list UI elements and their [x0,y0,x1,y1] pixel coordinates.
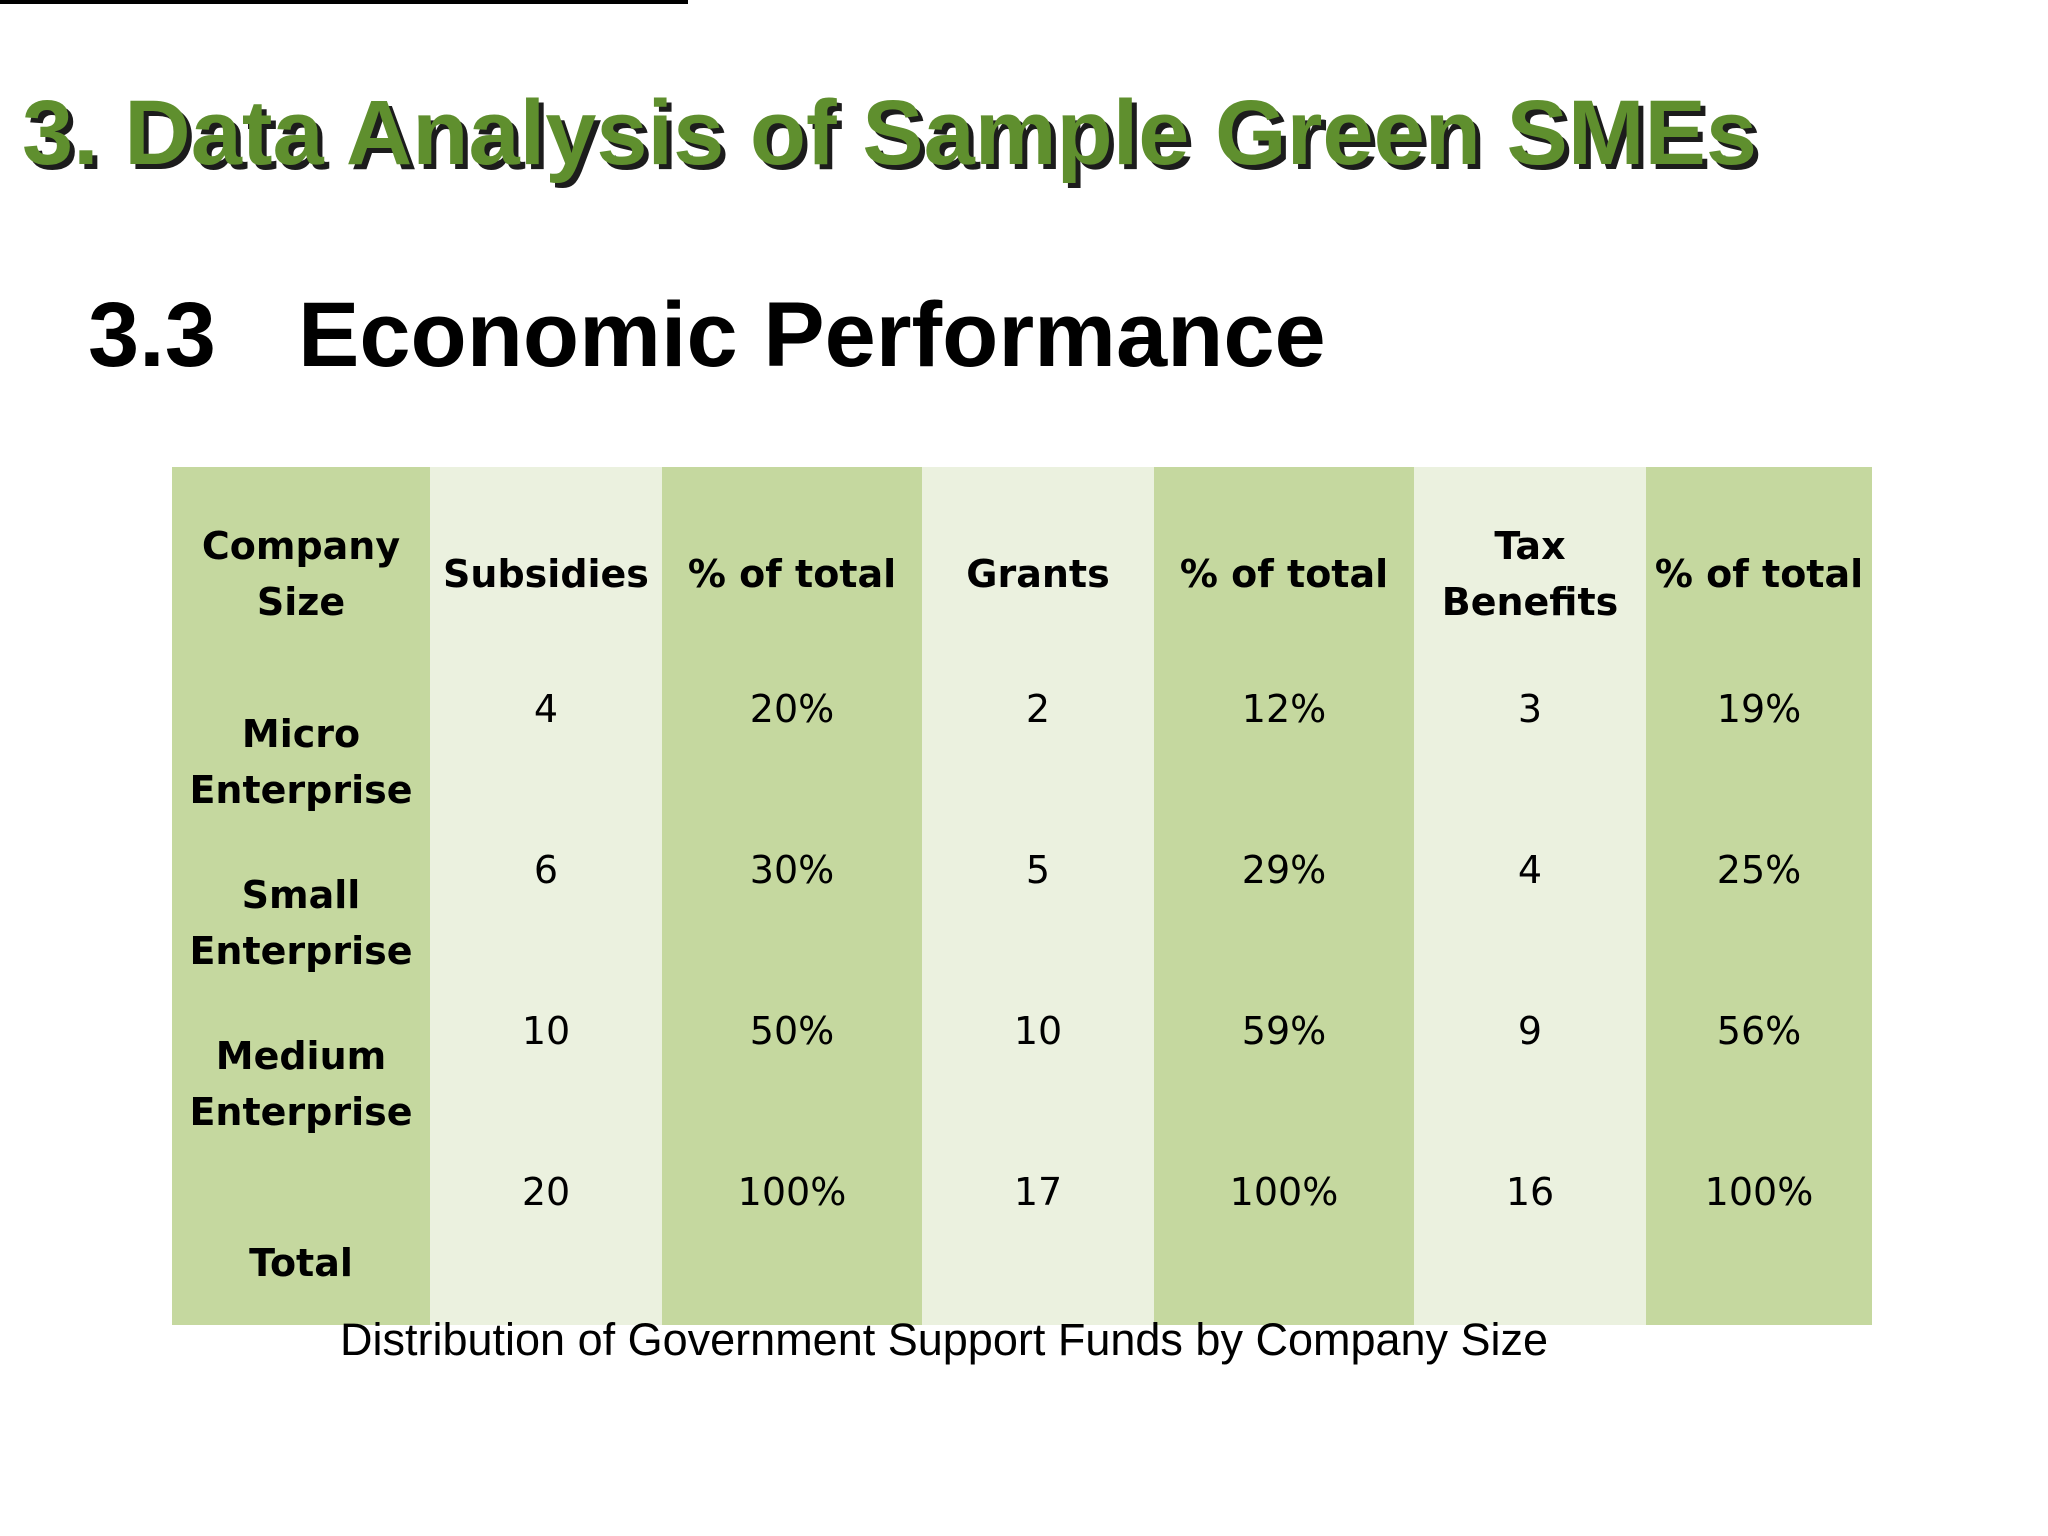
header-grants: Grants [966,552,1110,596]
cell-grants-percent: 100% [1229,1170,1339,1214]
cell-tax-benefits: 4 [1517,848,1543,892]
cell-tax-benefits: 16 [1505,1170,1555,1214]
section-heading: 3.3 Economic Performance [88,280,1326,390]
cell-tax-benefits: 9 [1517,1009,1543,1053]
cell-subsidies-percent: 100% [737,1170,847,1214]
row-label: Medium Enterprise [189,1033,413,1134]
cell-grants-percent: 12% [1241,687,1327,731]
slide-title: 3. Data Analysis of Sample Green SMEs [22,82,1758,184]
row-label: Micro Enterprise [189,711,413,812]
table-row-total: Total 20 100% 17 100% 16 100% [172,1164,1872,1325]
header-subsidies: Subsidies [443,552,649,596]
header-subsidies-percent: % of total [687,552,897,596]
cell-grants-percent: 59% [1241,1009,1327,1053]
row-label: Total [249,1240,353,1285]
cell-grants: 5 [1025,848,1051,892]
cell-tax-benefits-percent: 56% [1716,1009,1802,1053]
cell-tax-benefits-percent: 100% [1704,1170,1814,1214]
cell-subsidies-percent: 20% [749,687,835,731]
section-number: 3.3 [88,284,216,386]
header-grants-percent: % of total [1179,552,1389,596]
support-funds-table: Company Size Subsidies % of total Grants… [172,467,1872,1325]
header-tax-benefits-percent: % of total [1654,552,1864,596]
cell-subsidies-percent: 30% [749,848,835,892]
cell-grants-percent: 29% [1241,848,1327,892]
table-row-micro: Micro Enterprise 4 20% 2 12% 3 19% [172,681,1872,842]
cell-grants: 2 [1025,687,1051,731]
header-company-size: Company Size [201,524,401,624]
table-caption: Distribution of Government Support Funds… [340,1314,1549,1365]
cell-grants: 17 [1013,1170,1063,1214]
top-rule [0,0,688,4]
header-tax-benefits: Tax Benefits [1441,524,1619,624]
cell-subsidies: 6 [533,848,559,892]
table-header-row: Company Size Subsidies % of total Grants… [172,467,1872,681]
cell-subsidies: 4 [533,687,559,731]
cell-subsidies: 20 [521,1170,571,1214]
cell-tax-benefits-percent: 25% [1716,848,1802,892]
cell-grants: 10 [1013,1009,1063,1053]
table-row-medium: Medium Enterprise 10 50% 10 59% 9 56% [172,1003,1872,1164]
cell-tax-benefits-percent: 19% [1716,687,1802,731]
table-row-small: Small Enterprise 6 30% 5 29% 4 25% [172,842,1872,1003]
cell-subsidies-percent: 50% [749,1009,835,1053]
cell-subsidies: 10 [521,1009,571,1053]
cell-tax-benefits: 3 [1517,687,1543,731]
row-label: Small Enterprise [189,872,413,973]
section-title: Economic Performance [298,284,1326,386]
